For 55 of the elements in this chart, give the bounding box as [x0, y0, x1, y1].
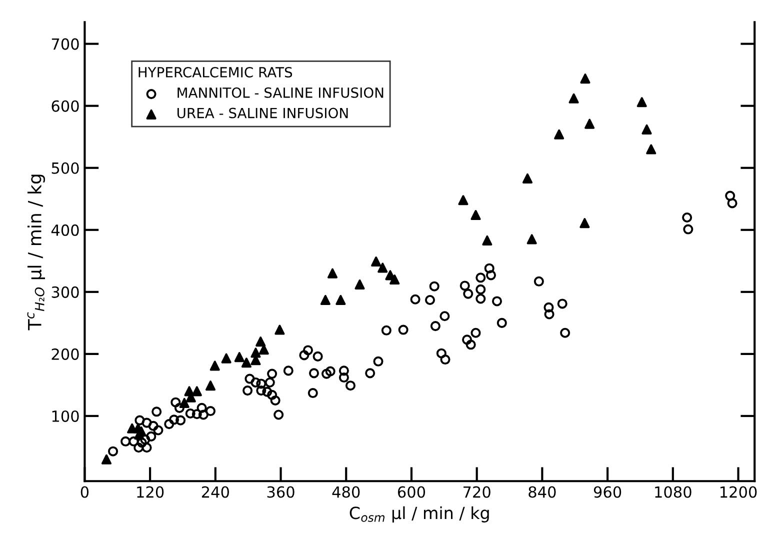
point: [205, 380, 216, 391]
point: [354, 279, 365, 290]
legend-label: MANNITOL - SALINE INFUSION: [178, 87, 384, 98]
point: [642, 124, 652, 134]
y-tick-label: 400: [51, 224, 79, 236]
y-tick-label: 500: [52, 162, 79, 174]
point: [458, 195, 468, 206]
point: [584, 118, 595, 129]
x-tick-label: 840: [528, 486, 556, 498]
point: [210, 360, 220, 371]
point: [554, 129, 564, 140]
legend-title: HYPERCALCEMIC RATS: [138, 66, 292, 78]
point: [320, 294, 330, 306]
point: [192, 386, 202, 396]
point: [568, 93, 579, 104]
point: [522, 173, 533, 184]
point: [378, 262, 388, 273]
x-tick-label: 720: [464, 486, 490, 498]
y-axis-title: T$^{c}$$_{H₂O}$ μl / min / kg: [27, 174, 45, 330]
point: [179, 398, 190, 408]
point: [371, 256, 382, 267]
point: [636, 97, 647, 108]
y-tick-label: 200: [52, 348, 79, 360]
y-tick-label: 700: [52, 38, 79, 50]
point: [101, 454, 112, 464]
x-tick-label: 360: [267, 486, 294, 498]
y-tick-label: 600: [52, 100, 79, 112]
point: [580, 74, 590, 84]
y-tick-label: 300: [52, 286, 79, 298]
x-tick-label: 960: [594, 486, 622, 498]
x-tick-label: 1200: [720, 486, 757, 498]
point: [580, 218, 590, 228]
x-tick-label: 120: [137, 486, 164, 498]
point: [646, 144, 656, 154]
point: [256, 336, 266, 347]
point: [390, 274, 400, 285]
point: [482, 235, 492, 246]
point: [327, 268, 338, 278]
x-tick-label: 240: [202, 486, 229, 498]
y-tick-label: 100: [52, 410, 79, 422]
point: [241, 358, 252, 368]
x-axis-title: C$_{osm}$ μl / min / kg: [350, 506, 489, 522]
point: [250, 348, 261, 358]
point: [336, 294, 346, 306]
x-tick-label: 600: [398, 486, 426, 498]
point: [274, 324, 285, 335]
legend-label: UREA - SALINE INFUSION: [177, 108, 348, 118]
x-tick-label: 0: [80, 486, 89, 498]
point: [526, 234, 537, 244]
point: [258, 344, 269, 355]
point: [234, 352, 244, 362]
x-tick-label: 480: [332, 486, 360, 498]
point: [221, 353, 232, 364]
x-tick-label: 1080: [655, 486, 692, 498]
point: [470, 210, 481, 220]
